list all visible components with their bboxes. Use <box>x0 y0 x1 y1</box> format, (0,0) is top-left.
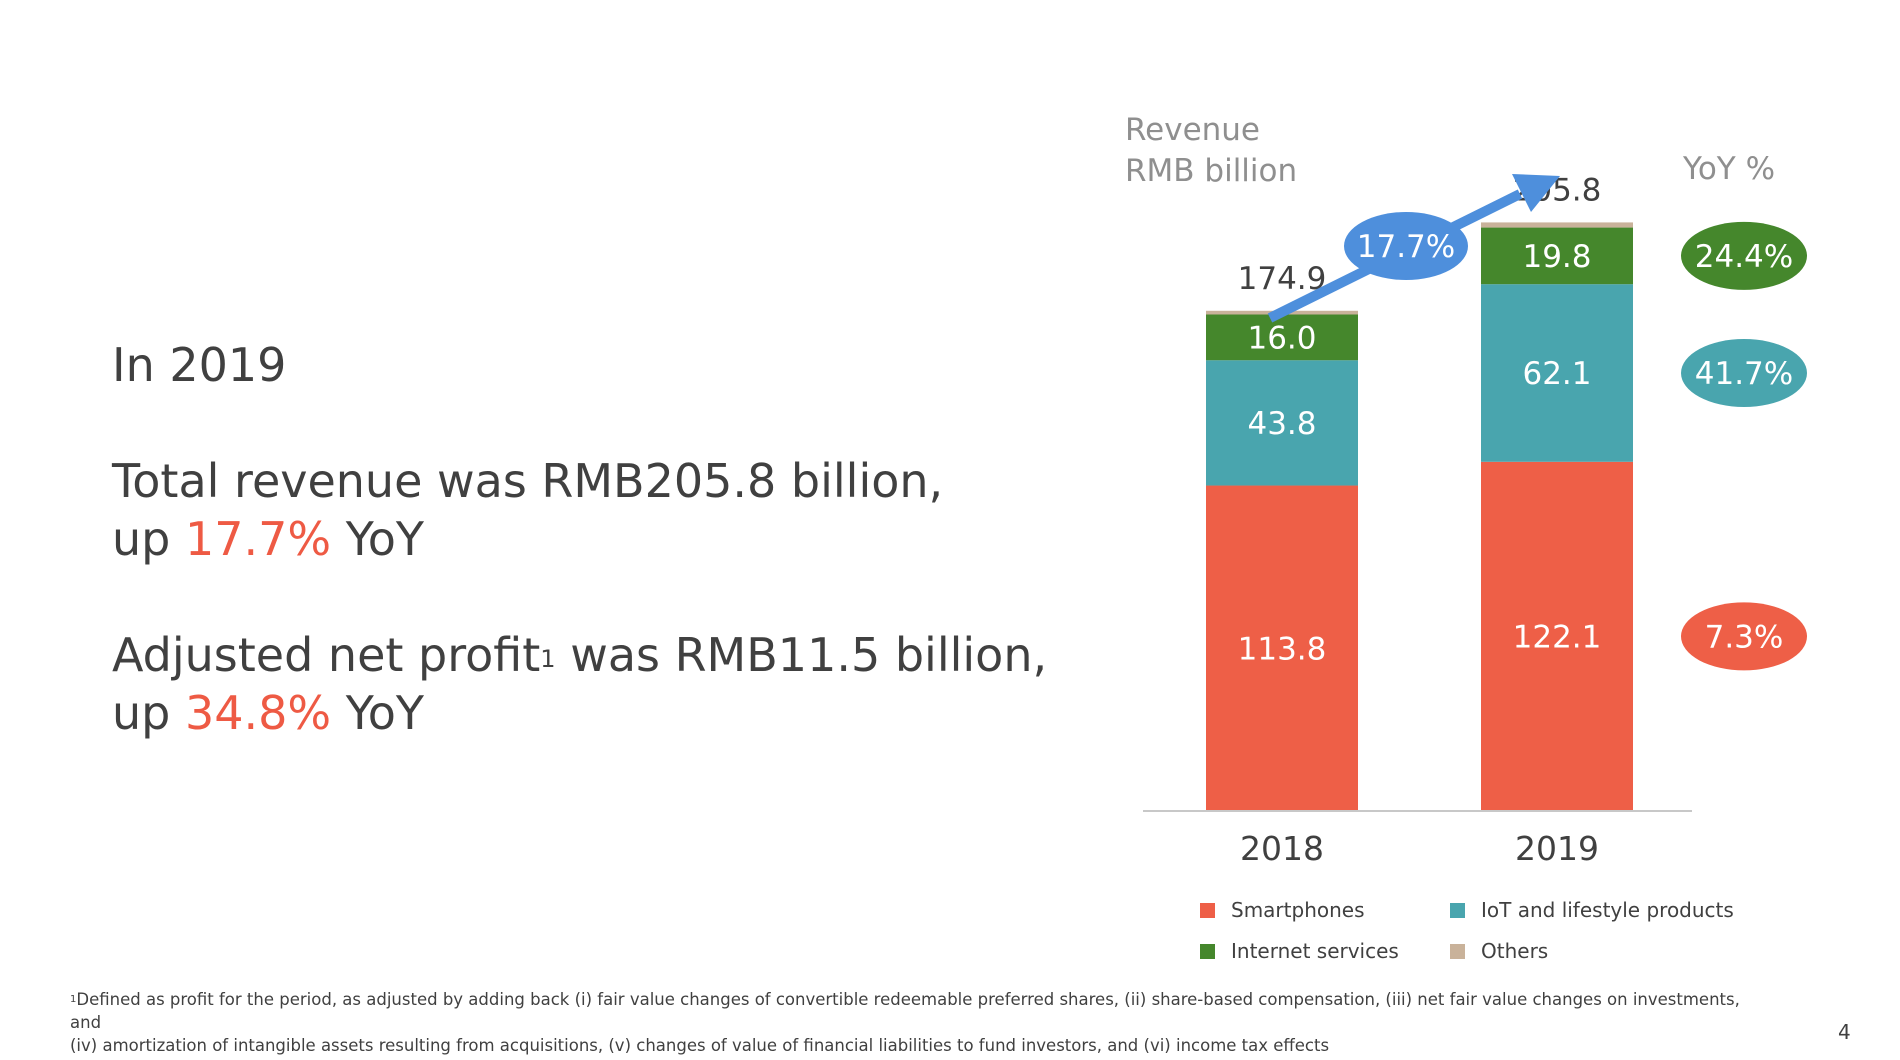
headline-revenue-pct: 17.7% <box>184 512 332 566</box>
headline-profit-line2: up 34.8% YoY <box>112 684 1047 742</box>
legend-item-smartphones: Smartphones <box>1200 898 1365 922</box>
headline-profit: Adjusted net profit1 was RMB11.5 billion… <box>112 626 1047 742</box>
legend-label-others: Others <box>1481 939 1549 963</box>
x-tick-label-2019: 2019 <box>1515 829 1599 868</box>
legend-item-iot-and-lifestyle-products: IoT and lifestyle products <box>1450 898 1734 922</box>
yoy-badge-smartphones <box>1681 602 1807 671</box>
bar-label-smartphones-2019: 122.1 <box>1513 619 1602 655</box>
bar-internet-services-2019 <box>1481 227 1633 285</box>
legend-item-internet-services: Internet services <box>1200 939 1399 963</box>
headline-profit-prefix: Adjusted net profit <box>112 628 541 682</box>
legend-item-others: Others <box>1450 939 1548 963</box>
yoy-badge-internet-services <box>1681 221 1807 290</box>
yoy-badge-label-iot-and-lifestyle-products: 41.7% <box>1695 356 1793 392</box>
bar-smartphones-2018 <box>1206 485 1358 811</box>
legend-swatch-others <box>1450 943 1465 959</box>
chart-title-line2: RMB billion <box>1125 153 1298 189</box>
bar-iot-and-lifestyle-products-2018 <box>1206 360 1358 486</box>
bar-iot-and-lifestyle-products-2019 <box>1481 284 1633 462</box>
growth-arrow-head <box>1512 174 1560 212</box>
legend-label-internet-services: Internet services <box>1231 939 1399 963</box>
headline-profit-pct: 34.8% <box>184 686 332 740</box>
legend-label-smartphones: Smartphones <box>1231 898 1365 922</box>
bar-label-iot-and-lifestyle-products-2019: 62.1 <box>1522 356 1591 392</box>
headline-profit-after: was RMB11.5 billion, <box>555 628 1048 682</box>
headline-profit-line1: Adjusted net profit1 was RMB11.5 billion… <box>112 626 1047 684</box>
yoy-badge-label-smartphones: 7.3% <box>1705 619 1784 655</box>
bar-others-2019 <box>1481 222 1633 228</box>
legend-label-iot-and-lifestyle-products: IoT and lifestyle products <box>1481 898 1734 922</box>
headline-revenue: Total revenue was RMB205.8 billion, up 1… <box>112 452 943 568</box>
growth-arrow: 17.7% <box>1267 174 1560 323</box>
bar-label-iot-and-lifestyle-products-2018: 43.8 <box>1247 406 1316 442</box>
footnote: 1Defined as profit for the period, as ad… <box>70 988 1750 1057</box>
page-number: 4 <box>1838 1020 1851 1044</box>
footnote-line1-text: Defined as profit for the period, as adj… <box>70 990 1740 1032</box>
headline-revenue-line1: Total revenue was RMB205.8 billion, <box>112 454 944 508</box>
headline-revenue-suffix: YoY <box>331 512 424 566</box>
bar-internet-services-2018 <box>1206 314 1358 361</box>
yoy-badges-layer: 7.3% 41.7% 24.4% <box>1681 221 1807 671</box>
x-tick-label-2018: 2018 <box>1240 829 1324 868</box>
headline-profit-suffix: YoY <box>331 686 424 740</box>
footnote-marker: 1 <box>70 994 77 1005</box>
headline-revenue-line2: up 17.7% YoY <box>112 510 943 568</box>
legend-swatch-smartphones <box>1200 902 1215 918</box>
yoy-column-title: YoY % <box>1683 151 1776 187</box>
yoy-badge-label-internet-services: 24.4% <box>1695 239 1793 275</box>
bar-label-internet-services-2019: 19.8 <box>1522 239 1591 275</box>
growth-badge <box>1344 212 1468 280</box>
footnote-line2: (iv) amortization of intangible assets r… <box>70 1036 1330 1055</box>
legend-swatch-iot-and-lifestyle-products <box>1450 902 1465 918</box>
headline-profit-footnote-marker: 1 <box>540 645 556 673</box>
headline-revenue-up: up <box>112 512 185 566</box>
bar-smartphones-2019 <box>1481 461 1633 811</box>
legend-swatch-internet-services <box>1200 943 1215 959</box>
bar-label-smartphones-2018: 113.8 <box>1238 631 1327 667</box>
headline-year-text: In 2019 <box>112 338 287 392</box>
yoy-badge-iot-and-lifestyle-products <box>1681 338 1807 407</box>
headline-year: In 2019 <box>112 336 286 394</box>
footnote-line1: 1Defined as profit for the period, as ad… <box>70 988 1750 1034</box>
chart-title: Revenue RMB billion <box>1125 110 1297 192</box>
chart-title-line1: Revenue <box>1125 112 1261 148</box>
bar-label-internet-services-2018: 16.0 <box>1247 320 1316 356</box>
headline-profit-up: up <box>112 686 185 740</box>
growth-badge-label: 17.7% <box>1357 229 1455 265</box>
bar-total-label-2018: 174.9 <box>1238 261 1327 297</box>
